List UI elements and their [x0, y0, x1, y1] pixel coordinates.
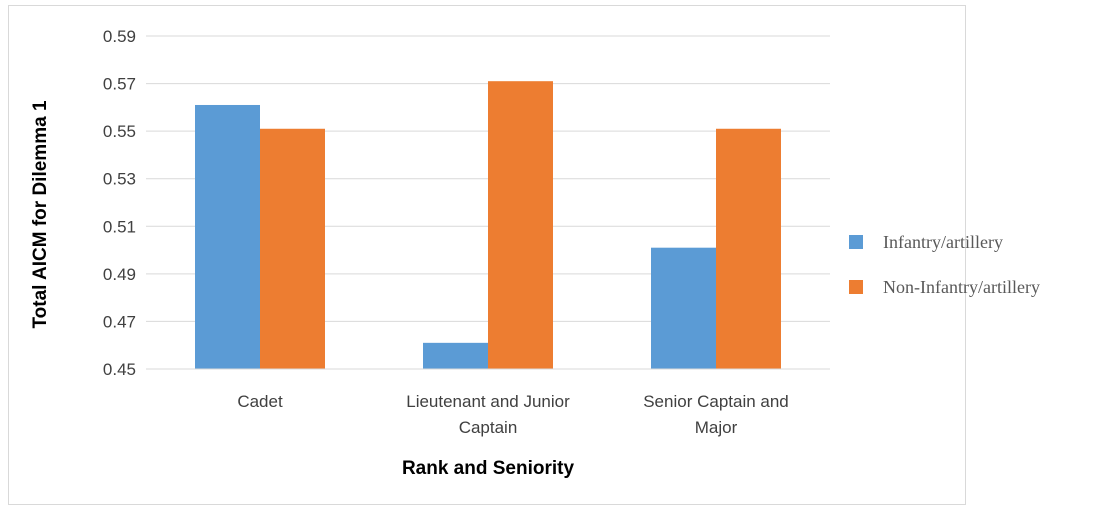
bar-infantry-artillery-0	[195, 104, 260, 369]
chart-frame	[8, 5, 966, 505]
y-tick-label: 0.45	[103, 360, 136, 379]
y-tick-label: 0.47	[103, 312, 136, 331]
bar-non-infantry-artillery-2	[716, 128, 781, 369]
legend-label: Non-Infantry/artillery	[883, 277, 1040, 297]
legend: Infantry/artillery Non-Infantry/artillery	[849, 232, 1040, 297]
legend-label: Infantry/artillery	[883, 232, 1003, 252]
x-category-label: Senior Captain and Major	[643, 392, 789, 437]
bar-non-infantry-artillery-1	[488, 81, 553, 369]
y-tick-label: 0.49	[103, 265, 136, 284]
x-category-labels: Cadet Lieutenant and Junior Captain Senior …	[237, 392, 788, 437]
bar-infantry-artillery-2	[651, 247, 716, 369]
y-tick-label: 0.55	[103, 122, 136, 141]
bar-infantry-artillery-1	[423, 342, 488, 369]
bar-non-infantry-artillery-0	[260, 128, 325, 369]
y-tick-labels: 0.45 0.47 0.49 0.51 0.53 0.55 0.57 0.59	[103, 27, 136, 379]
y-tick-label: 0.59	[103, 27, 136, 46]
y-axis-title: Total AICM for Dilemma 1	[30, 100, 51, 328]
x-category-label: Lieutenant and Junior Captain	[406, 392, 570, 437]
bars	[195, 81, 781, 369]
y-tick-label: 0.51	[103, 217, 136, 236]
legend-swatch	[849, 235, 863, 249]
legend-swatch	[849, 280, 863, 294]
x-axis-title: Rank and Seniority	[402, 458, 575, 479]
y-tick-label: 0.53	[103, 170, 136, 189]
y-tick-label: 0.57	[103, 75, 136, 94]
x-category-label: Cadet	[237, 392, 283, 411]
